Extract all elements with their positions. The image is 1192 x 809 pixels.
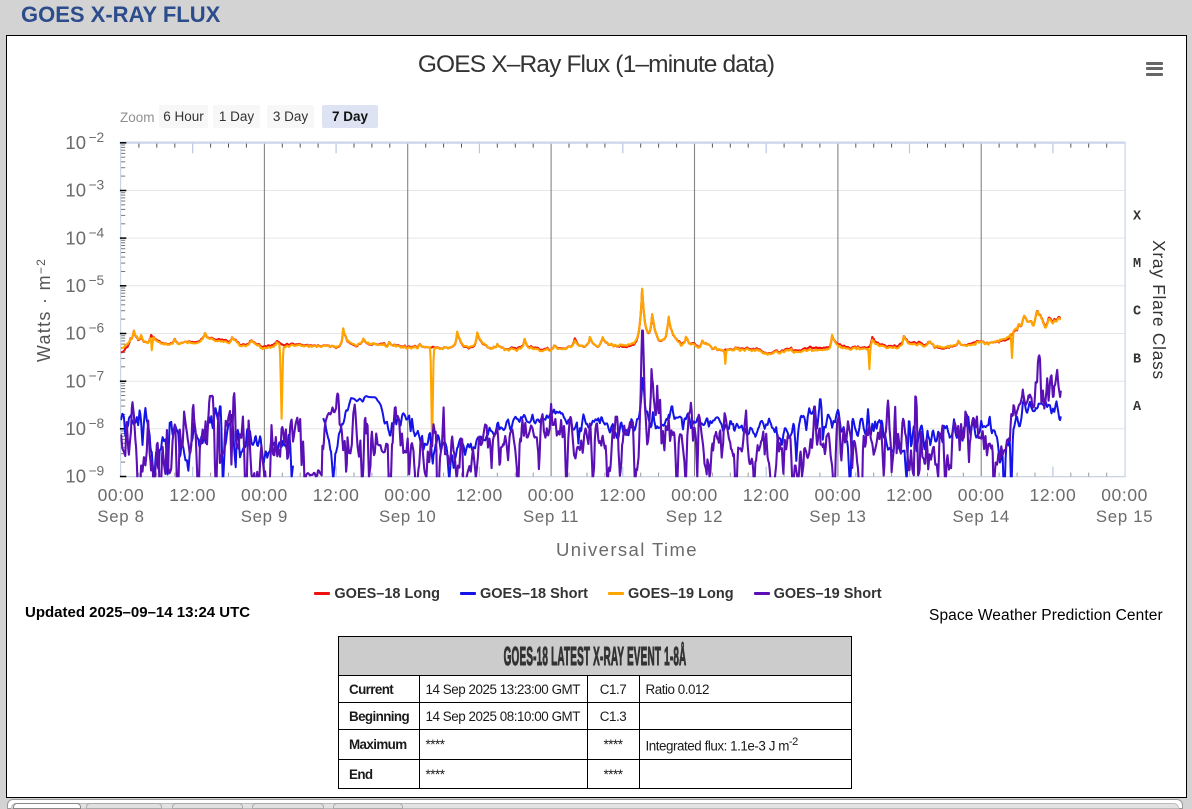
svg-text:10: 10 xyxy=(65,227,86,248)
svg-text:−9: −9 xyxy=(89,464,105,479)
svg-text:00:00: 00:00 xyxy=(98,485,145,505)
svg-text:Watts · m−2: Watts · m−2 xyxy=(34,258,54,362)
svg-text:12:00: 12:00 xyxy=(599,485,646,505)
svg-text:−8: −8 xyxy=(89,416,105,431)
svg-text:00:00: 00:00 xyxy=(1101,485,1148,505)
svg-text:Sep 8: Sep 8 xyxy=(97,507,144,526)
svg-text:00:00: 00:00 xyxy=(528,485,575,505)
svg-text:12:00: 12:00 xyxy=(456,485,503,505)
svg-text:Universal Time: Universal Time xyxy=(556,539,698,560)
svg-text:Xray Flare Class: Xray Flare Class xyxy=(1149,240,1169,380)
svg-text:B: B xyxy=(1133,352,1141,367)
svg-text:00:00: 00:00 xyxy=(384,485,431,505)
svg-text:00:00: 00:00 xyxy=(815,485,862,505)
svg-text:12:00: 12:00 xyxy=(886,485,933,505)
svg-text:−4: −4 xyxy=(89,225,105,240)
svg-text:12:00: 12:00 xyxy=(1030,485,1077,505)
svg-text:00:00: 00:00 xyxy=(671,485,718,505)
svg-text:Sep 13: Sep 13 xyxy=(809,507,866,526)
svg-text:10: 10 xyxy=(65,180,86,201)
svg-text:Sep 11: Sep 11 xyxy=(523,507,579,526)
svg-text:−3: −3 xyxy=(89,178,105,193)
svg-text:12:00: 12:00 xyxy=(743,485,790,505)
svg-text:−5: −5 xyxy=(89,273,105,288)
svg-text:00:00: 00:00 xyxy=(241,485,288,505)
svg-text:10: 10 xyxy=(65,275,86,296)
svg-text:A: A xyxy=(1133,400,1142,415)
svg-text:12:00: 12:00 xyxy=(313,485,360,505)
svg-text:10: 10 xyxy=(65,132,86,153)
svg-text:Sep 9: Sep 9 xyxy=(241,507,288,526)
svg-text:Sep 12: Sep 12 xyxy=(666,507,723,526)
svg-text:Sep 10: Sep 10 xyxy=(379,507,436,526)
svg-text:10: 10 xyxy=(65,370,86,391)
svg-text:−6: −6 xyxy=(89,321,105,336)
svg-text:10: 10 xyxy=(65,418,86,439)
svg-text:X: X xyxy=(1133,209,1142,224)
svg-text:10: 10 xyxy=(65,466,86,487)
svg-text:C: C xyxy=(1133,305,1141,320)
svg-text:Sep 15: Sep 15 xyxy=(1096,507,1153,526)
svg-text:−7: −7 xyxy=(89,368,105,383)
svg-text:Sep 14: Sep 14 xyxy=(953,507,1010,526)
svg-text:−2: −2 xyxy=(89,130,105,145)
svg-text:12:00: 12:00 xyxy=(169,485,216,505)
svg-text:00:00: 00:00 xyxy=(958,485,1005,505)
svg-text:10: 10 xyxy=(65,323,86,344)
svg-text:M: M xyxy=(1133,257,1141,272)
